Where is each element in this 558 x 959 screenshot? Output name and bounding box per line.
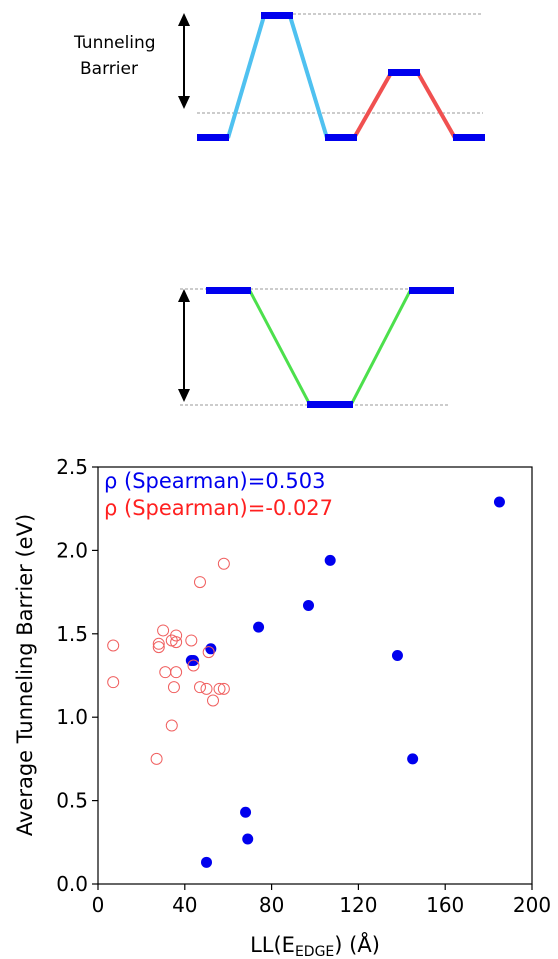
energy-level-bar: [325, 134, 357, 141]
x-tick-label: 0: [92, 893, 105, 917]
data-point-red: [159, 666, 172, 679]
y-tick-label: 1.0: [56, 705, 88, 729]
data-point-red: [187, 659, 200, 672]
y-tick-label: 1.5: [56, 622, 88, 646]
diagram-top: Tunneling Barrier: [73, 12, 485, 141]
energy-level-bar: [307, 401, 353, 408]
scatter-chart: 0 40 80 120 160 200 0.0 0.5 1.0 1.5 2.0 2.5 ρ (Spe…: [13, 455, 551, 959]
annotation-spearman-red: ρ (Spearman)=-0.027: [104, 496, 333, 520]
x-axis-label: LL(EEDGE) (Å): [250, 931, 380, 959]
x-tick-label: 200: [513, 893, 551, 917]
barrier-path-red-right: [416, 72, 457, 139]
data-point-blue: [242, 833, 254, 845]
data-point-red: [167, 681, 180, 694]
x-tick-label: 80: [259, 893, 284, 917]
annotation-spearman-blue: ρ (Spearman)=0.503: [104, 469, 325, 493]
energy-level-bar: [409, 287, 454, 294]
data-point-red: [152, 641, 165, 654]
data-point-red: [207, 694, 220, 707]
well-path-green-right: [350, 290, 412, 404]
data-point-red: [107, 676, 120, 689]
data-point-red: [217, 557, 230, 570]
y-axis: 0.0 0.5 1.0 1.5 2.0 2.5: [56, 455, 98, 896]
barrier-path-red-left: [352, 72, 393, 139]
x-tick-label: 160: [426, 893, 464, 917]
energy-level-bar: [197, 134, 229, 141]
barrier-path-blue-right: [288, 15, 329, 139]
well-depth-arrow-icon: [178, 289, 190, 402]
plot-frame: [97, 466, 533, 885]
y-tick-label: 0.0: [56, 872, 88, 896]
data-point-red: [170, 666, 183, 679]
data-point-blue: [324, 554, 336, 566]
data-point-red: [170, 636, 183, 649]
y-tick-label: 0.5: [56, 789, 88, 813]
energy-level-bar: [261, 12, 293, 19]
data-point-red: [150, 752, 163, 765]
energy-level-bar: [206, 287, 251, 294]
data-point-blue: [391, 649, 403, 661]
data-point-red: [202, 646, 215, 659]
data-point-red: [200, 682, 213, 695]
barrier-label-line1: Tunneling: [73, 33, 156, 53]
data-point-red: [217, 682, 230, 695]
energy-level-bar: [453, 134, 485, 141]
data-point-blue: [253, 621, 265, 633]
barrier-label-line2: Barrier: [80, 59, 138, 79]
data-points: [107, 496, 505, 868]
y-tick-label: 2.0: [56, 538, 88, 562]
data-point-red: [165, 719, 178, 732]
barrier-path-blue-left: [226, 15, 266, 139]
data-point-blue: [493, 496, 505, 508]
y-tick-label: 2.5: [56, 455, 88, 479]
data-point-blue: [240, 806, 252, 818]
data-point-red: [157, 624, 170, 637]
energy-level-bar: [388, 69, 420, 76]
data-point-blue: [302, 599, 314, 611]
well-path-green-left: [248, 290, 311, 404]
data-point-blue: [201, 856, 212, 868]
barrier-height-arrow-icon: [178, 13, 190, 109]
x-axis-label-suffix: ) (Å): [334, 931, 380, 957]
data-point-red: [152, 637, 165, 650]
x-axis-label-subscript: EDGE: [295, 944, 334, 959]
data-point-blue: [205, 643, 217, 655]
x-tick-label: 120: [339, 893, 377, 917]
x-axis: 0 40 80 120 160 200: [92, 884, 551, 917]
x-tick-label: 40: [172, 893, 197, 917]
y-axis-label: Average Tunneling Barrier (eV): [13, 514, 37, 836]
data-point-red: [185, 634, 198, 647]
diagram-middle: [178, 287, 454, 408]
x-axis-label-main: LL(E: [250, 933, 295, 957]
data-point-blue: [407, 753, 419, 765]
data-point-red: [193, 576, 206, 589]
data-point-red: [193, 681, 206, 694]
data-point-red: [213, 682, 226, 695]
data-point-red: [107, 639, 120, 652]
